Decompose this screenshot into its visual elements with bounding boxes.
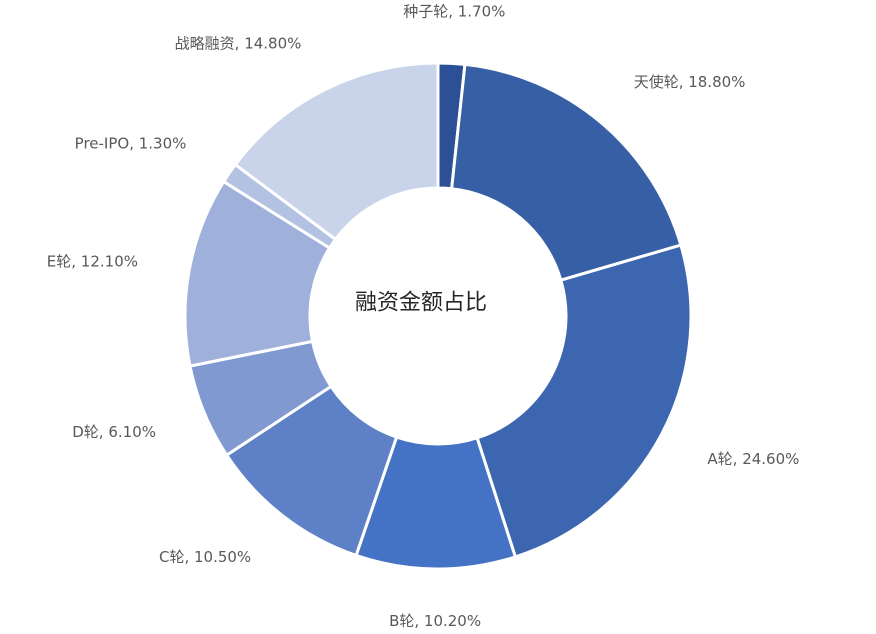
slice-2	[449, 62, 683, 282]
slice-label-2: 天使轮, 18.80%	[634, 73, 746, 91]
slice-label-8: Pre-IPO, 1.30%	[75, 135, 187, 153]
slice-label-1: 种子轮, 1.70%	[403, 2, 505, 20]
slice-label-6: D轮, 6.10%	[72, 423, 156, 441]
slice-label-7: E轮, 12.10%	[47, 252, 138, 270]
slice-label-9: 战略融资, 14.80%	[175, 34, 302, 52]
slice-9	[233, 61, 440, 242]
slice-label-5: C轮, 10.50%	[159, 548, 251, 566]
chart-title: 融资金额占比	[355, 291, 487, 316]
slice-label-3: A轮, 24.60%	[707, 450, 799, 468]
slice-labels: 种子轮, 1.70% 天使轮, 18.80% A轮, 24.60% B轮, 10.20…	[47, 2, 800, 630]
donut-slices	[183, 61, 693, 571]
slice-label-4: B轮, 10.20%	[389, 612, 481, 630]
slice-3	[475, 243, 693, 559]
